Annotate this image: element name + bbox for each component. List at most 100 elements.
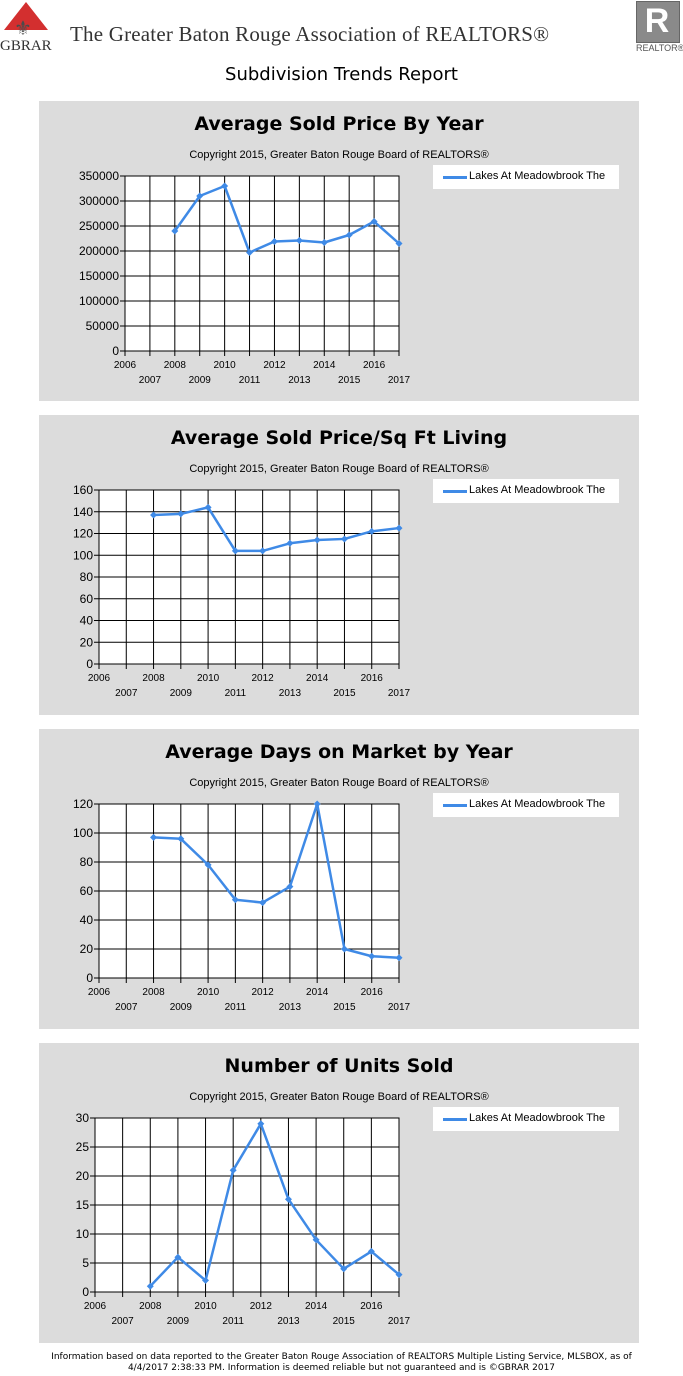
- x-tick-label: 2006: [84, 1301, 107, 1312]
- y-tick-label: 350000: [79, 169, 119, 183]
- data-point: [312, 1236, 320, 1244]
- y-tick-label: 140: [73, 505, 93, 519]
- x-tick-label: 2010: [197, 673, 220, 684]
- y-tick-label: 0: [82, 1285, 89, 1299]
- x-tick-label: 2016: [361, 987, 384, 998]
- y-tick-label: 120: [73, 527, 93, 541]
- y-tick-label: 20: [80, 942, 94, 956]
- series-line: [153, 506, 400, 553]
- data-point: [177, 510, 185, 518]
- x-tick-label: 2012: [252, 987, 275, 998]
- x-tick-label: 2012: [250, 1301, 273, 1312]
- chart-panel-units-sold: Number of Units Sold Copyright 2015, Gre…: [39, 1043, 639, 1343]
- data-point: [340, 1265, 348, 1273]
- report-title: Subdivision Trends Report: [225, 64, 458, 85]
- x-tick-label: 2006: [88, 673, 111, 684]
- data-point: [395, 1271, 403, 1279]
- x-tick-label: 2006: [88, 987, 111, 998]
- realtor-logo-letter: R: [644, 2, 670, 40]
- association-name: The Greater Baton Rouge Association of R…: [70, 22, 550, 46]
- x-tick-label: 2006: [114, 360, 137, 371]
- chart-svg: 2006200720082009201020112012201320142015…: [73, 797, 411, 1013]
- data-point: [395, 240, 403, 247]
- data-point: [320, 239, 328, 246]
- series-line: [173, 184, 400, 254]
- legend-series-name: Lakes At Meadowbrook The: [469, 798, 606, 810]
- chart-title: Average Sold Price By Year: [194, 113, 484, 135]
- data-point: [202, 1276, 210, 1284]
- chart-legend: Lakes At Meadowbrook The: [433, 479, 619, 503]
- page-header: ⚜ GBRAR The Greater Baton Rouge Associat…: [0, 0, 683, 60]
- realtor-logo-label: REALTOR®: [636, 43, 683, 53]
- x-tick-label: 2008: [142, 987, 165, 998]
- data-point: [340, 945, 348, 953]
- x-tick-label: 2007: [112, 1316, 135, 1327]
- y-tick-label: 30: [76, 1111, 90, 1125]
- data-point: [313, 800, 321, 808]
- data-point: [177, 835, 185, 843]
- data-point: [246, 249, 254, 256]
- x-tick-label: 2014: [305, 1301, 328, 1312]
- data-point: [313, 536, 321, 544]
- x-tick-label: 2017: [388, 375, 411, 386]
- y-tick-label: 100: [73, 548, 93, 562]
- y-tick-label: 120: [73, 797, 93, 811]
- y-tick-label: 15: [76, 1198, 90, 1212]
- disclaimer-line-1: Information based on data reported to th…: [51, 1352, 632, 1362]
- data-point: [146, 1282, 154, 1290]
- gbrar-logo-text: GBRAR: [0, 38, 52, 54]
- chart-svg: 2006200720082009201020112012201320142015…: [79, 169, 411, 386]
- chart-copyright: Copyright 2015, Greater Baton Rouge Boar…: [189, 149, 489, 161]
- x-tick-label: 2013: [277, 1316, 300, 1327]
- legend-line-swatch: [443, 804, 467, 807]
- data-point: [231, 547, 239, 555]
- data-point: [345, 231, 353, 239]
- y-tick-label: 25: [76, 1140, 90, 1154]
- data-point: [286, 539, 294, 547]
- y-tick-label: 5: [82, 1256, 89, 1270]
- x-tick-label: 2010: [194, 1301, 217, 1312]
- data-point: [204, 503, 212, 511]
- x-tick-label: 2011: [225, 688, 247, 699]
- chart-title: Average Days on Market by Year: [165, 741, 513, 763]
- x-tick-label: 2013: [279, 1002, 302, 1013]
- y-tick-label: 250000: [79, 219, 119, 233]
- y-tick-label: 40: [80, 913, 94, 927]
- series-line: [149, 1122, 400, 1288]
- data-point: [259, 547, 267, 555]
- data-point: [370, 218, 378, 225]
- x-tick-label: 2015: [338, 375, 361, 386]
- y-tick-label: 50000: [86, 319, 120, 333]
- disclaimer-footer: Information based on data reported to th…: [0, 1352, 683, 1374]
- x-tick-label: 2015: [333, 1316, 356, 1327]
- y-tick-label: 150000: [79, 269, 119, 283]
- x-tick-label: 2008: [142, 673, 165, 684]
- y-tick-label: 0: [112, 344, 119, 358]
- data-point: [257, 1120, 265, 1128]
- x-tick-label: 2007: [115, 688, 138, 699]
- gbrar-logo: ⚜ GBRAR: [0, 0, 62, 60]
- chart-title: Average Sold Price/Sq Ft Living: [170, 427, 508, 449]
- y-tick-label: 300000: [79, 194, 119, 208]
- data-point: [231, 896, 239, 904]
- x-tick-label: 2009: [167, 1316, 190, 1327]
- data-point: [174, 1253, 182, 1261]
- y-tick-label: 40: [80, 614, 94, 628]
- data-point: [150, 833, 158, 841]
- chart-title: Number of Units Sold: [224, 1055, 454, 1077]
- y-tick-label: 10: [76, 1227, 90, 1241]
- x-tick-label: 2009: [170, 1002, 193, 1013]
- legend-line-swatch: [443, 176, 467, 179]
- x-tick-label: 2011: [222, 1316, 244, 1327]
- chart-panel-price-per-sqft: Average Sold Price/Sq Ft Living Copyrigh…: [39, 415, 639, 715]
- data-point: [259, 899, 267, 907]
- x-tick-label: 2007: [115, 1002, 138, 1013]
- x-tick-label: 2011: [225, 1002, 247, 1013]
- x-tick-label: 2010: [197, 987, 220, 998]
- y-tick-label: 0: [86, 657, 93, 671]
- chart-panel-days-on-market: Average Days on Market by Year Copyright…: [39, 729, 639, 1029]
- x-tick-label: 2014: [306, 987, 329, 998]
- data-point: [340, 535, 348, 543]
- data-point: [270, 238, 278, 245]
- gbrar-logo-triangle: [4, 2, 48, 30]
